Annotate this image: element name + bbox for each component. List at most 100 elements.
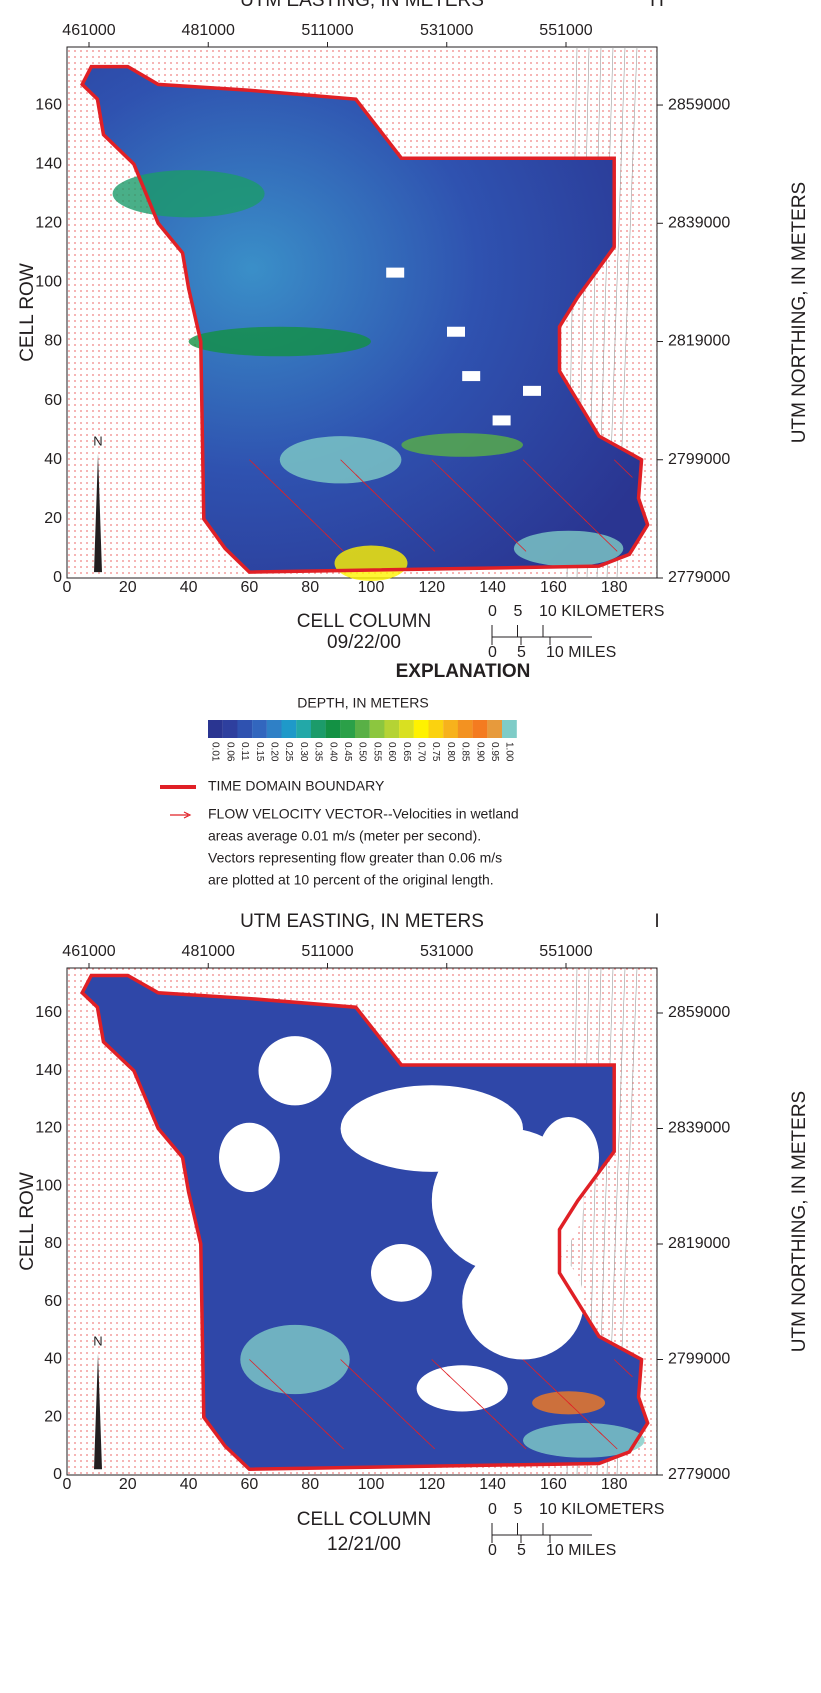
vector-label: FLOW VELOCITY VECTOR--Velocities in wetl…: [208, 806, 519, 822]
colorbar-cell: [326, 720, 341, 738]
dry-patch: [219, 1123, 280, 1192]
colorbar-cell: [223, 720, 238, 738]
colorbar-label: 0.90: [474, 742, 485, 762]
top-tick-label: 511000: [301, 22, 353, 39]
bottom-tick-label: 20: [119, 579, 137, 596]
bottom-tick-label: 140: [479, 579, 506, 596]
right-tick-label: 2839000: [668, 214, 730, 231]
bottom-tick-label: 0: [63, 579, 72, 596]
top-tick-label: 551000: [539, 22, 592, 39]
left-tick-label: 100: [35, 1177, 62, 1194]
bottom-tick-label: 140: [479, 1476, 506, 1493]
colorbar-cell: [399, 720, 414, 738]
depth-patch: [240, 1325, 349, 1394]
colorbar-label: 0.70: [415, 742, 426, 762]
top-tick-label: 481000: [182, 943, 235, 960]
dry-patch: [447, 327, 465, 337]
colorbar-label: 0.75: [430, 742, 441, 762]
dry-patch: [462, 371, 480, 381]
panel-date: 12/21/00: [327, 1534, 401, 1555]
bottom-tick-label: 180: [601, 579, 628, 596]
colorbar-cell: [414, 720, 429, 738]
bottom-tick-label: 160: [540, 1476, 567, 1493]
bottom-tick-label: 180: [601, 1476, 628, 1493]
dry-patch: [371, 1244, 432, 1302]
depth-patch: [113, 170, 265, 217]
right-tick-label: 2859000: [668, 1004, 730, 1021]
left-tick-label: 160: [35, 1004, 62, 1021]
mi-tick-label: 0: [488, 1542, 497, 1559]
colorbar-label: 0.95: [489, 742, 500, 762]
colorbar-label: 0.60: [386, 742, 397, 762]
top-tick-label: 481000: [182, 22, 235, 39]
right-tick-label: 2799000: [668, 1351, 730, 1368]
north-label: N: [93, 1334, 102, 1349]
left-tick-label: 80: [44, 333, 62, 350]
bottom-tick-label: 160: [540, 579, 567, 596]
top-tick-label: 461000: [62, 22, 115, 39]
colorbar-label: 0.85: [460, 742, 471, 762]
colorbar-label: 0.15: [254, 742, 265, 762]
colorbar-cell: [311, 720, 326, 738]
north-label: N: [93, 433, 102, 448]
top-axis-label: UTM EASTING, IN METERS: [240, 0, 484, 11]
right-tick-label: 2819000: [668, 333, 730, 350]
bottom-axis-label: CELL COLUMN: [297, 1509, 431, 1530]
right-tick-label: 2779000: [668, 1466, 730, 1483]
right-tick-label: 2839000: [668, 1120, 730, 1137]
colorbar-label: 0.30: [298, 742, 309, 762]
colorbar-label: 0.11: [239, 742, 250, 761]
right-tick-label: 2819000: [668, 1235, 730, 1252]
figure: EXPLANATION DEPTH, IN METERS TIME DOMAIN…: [0, 0, 821, 1688]
colorbar-cell: [473, 720, 488, 738]
left-tick-label: 60: [44, 1293, 62, 1310]
mi-tick-label: 0: [488, 644, 497, 661]
colorbar-label: 0.45: [342, 742, 353, 762]
dry-patch: [259, 1036, 332, 1105]
left-tick-label: 100: [35, 274, 62, 291]
top-tick-label: 531000: [420, 22, 473, 39]
bottom-tick-label: 100: [358, 579, 385, 596]
bottom-tick-label: 80: [301, 1476, 319, 1493]
bottom-axis-label: CELL COLUMN: [297, 611, 431, 632]
right-tick-label: 2859000: [668, 96, 730, 113]
depth-label: DEPTH, IN METERS: [297, 695, 428, 711]
left-tick-label: 60: [44, 392, 62, 409]
colorbar-label: 0.80: [445, 742, 456, 762]
dry-patch: [462, 1244, 584, 1360]
left-axis-label: CELL ROW: [17, 263, 38, 362]
right-axis-label: UTM NORTHING, IN METERS: [789, 1091, 810, 1352]
left-tick-label: 40: [44, 1351, 62, 1368]
panel-letter: H: [650, 0, 664, 11]
colorbar-label: 0.50: [357, 742, 368, 762]
explanation-title: EXPLANATION: [396, 661, 531, 682]
right-tick-label: 2799000: [668, 451, 730, 468]
mi-tick-label: 5: [517, 644, 526, 661]
bottom-tick-label: 20: [119, 1476, 137, 1493]
left-tick-label: 80: [44, 1235, 62, 1252]
colorbar-cell: [208, 720, 223, 738]
left-tick-label: 160: [35, 96, 62, 113]
left-tick-label: 20: [44, 1408, 62, 1425]
colorbar-cell: [296, 720, 311, 738]
mi-tick-label: 10 MILES: [546, 1542, 616, 1559]
colorbar-cell: [237, 720, 252, 738]
colorbar-cell: [458, 720, 473, 738]
colorbar-label: 0.06: [224, 742, 235, 762]
top-tick-label: 551000: [539, 943, 592, 960]
vector-label: Vectors representing flow greater than 0…: [208, 850, 502, 866]
mi-tick-label: 10 MILES: [546, 644, 616, 661]
vector-label: are plotted at 10 percent of the origina…: [208, 872, 494, 888]
panel-letter: I: [654, 911, 659, 932]
km-tick-label: 0: [488, 1501, 497, 1518]
colorbar-label: 0.65: [401, 742, 412, 762]
top-tick-label: 531000: [420, 943, 473, 960]
left-tick-label: 120: [35, 1120, 62, 1137]
bottom-tick-label: 80: [301, 579, 319, 596]
right-axis-label: UTM NORTHING, IN METERS: [789, 182, 810, 443]
top-tick-label: 511000: [301, 943, 353, 960]
left-tick-label: 20: [44, 510, 62, 527]
bottom-tick-label: 120: [418, 1476, 445, 1493]
bottom-tick-label: 40: [180, 1476, 198, 1493]
km-tick-label: 0: [488, 603, 497, 620]
